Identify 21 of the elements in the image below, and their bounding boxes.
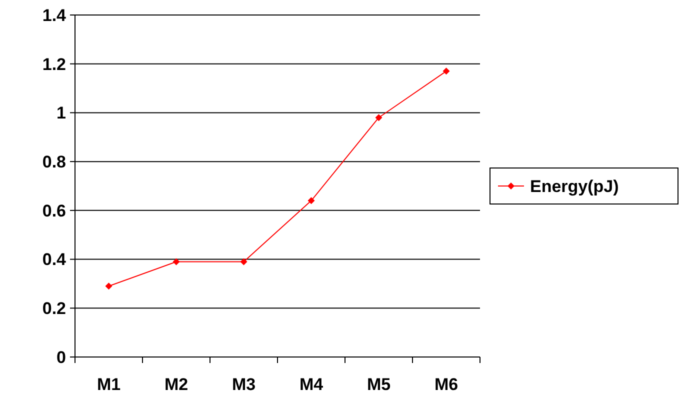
y-tick-label: 1.4 bbox=[42, 6, 67, 25]
x-tick-label: M3 bbox=[232, 375, 256, 394]
y-tick-label: 0.2 bbox=[42, 299, 66, 318]
point bbox=[375, 114, 382, 122]
y-tick-label: 1.2 bbox=[42, 54, 66, 74]
point bbox=[240, 258, 248, 266]
x-tick-label: M5 bbox=[366, 375, 391, 394]
y-tick-label: 1 bbox=[56, 104, 66, 123]
point bbox=[172, 258, 180, 266]
x-tick-label: M2 bbox=[164, 375, 188, 394]
point bbox=[308, 197, 315, 204]
legend-label: Energy(pJ) bbox=[530, 176, 619, 196]
y-tick-label: 0.4 bbox=[42, 250, 67, 270]
point bbox=[442, 68, 450, 75]
y-tick-label: 0.6 bbox=[42, 201, 66, 220]
x-tick-label: M6 bbox=[434, 375, 458, 394]
y-tick-label: 0 bbox=[56, 348, 66, 367]
x-tick-label: M4 bbox=[299, 375, 324, 394]
y-tick-label: 0.8 bbox=[42, 152, 66, 172]
point bbox=[105, 282, 112, 290]
x-tick-label: M1 bbox=[96, 375, 121, 394]
